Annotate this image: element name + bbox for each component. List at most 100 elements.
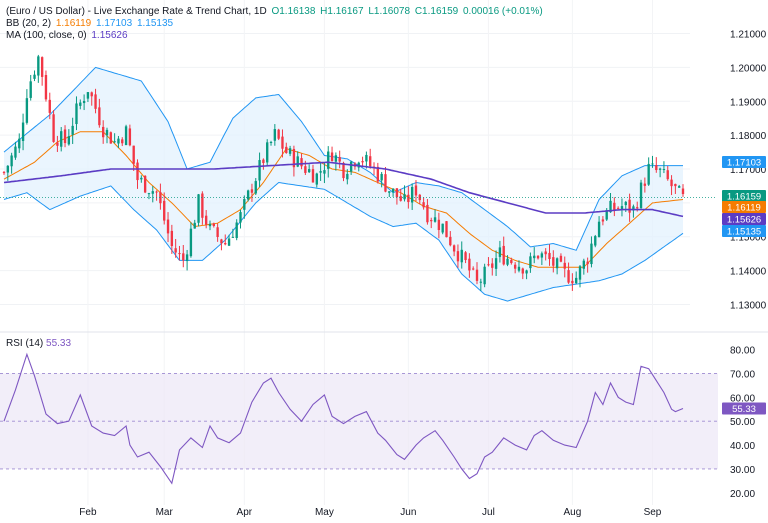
candle-body bbox=[521, 268, 524, 274]
low-value: L1.16078 bbox=[368, 6, 411, 17]
candle-body bbox=[254, 181, 257, 194]
candle-body bbox=[674, 183, 677, 187]
candle-body bbox=[304, 166, 307, 173]
candle-body bbox=[239, 212, 242, 223]
candle-body bbox=[575, 277, 578, 284]
candle-body bbox=[639, 182, 643, 208]
candle-body bbox=[220, 239, 223, 244]
open-value: O1.16138 bbox=[271, 6, 316, 17]
bollinger-lower-line bbox=[3, 181, 684, 302]
candle-body bbox=[681, 188, 685, 195]
candle-body bbox=[506, 258, 509, 265]
candle-body bbox=[246, 190, 250, 200]
candle-body bbox=[204, 215, 208, 225]
bb-lower-value: 1.15135 bbox=[136, 18, 174, 29]
close-value: C1.16159 bbox=[414, 6, 459, 17]
candle-body bbox=[403, 194, 406, 200]
candle-body bbox=[365, 154, 368, 162]
candle-body bbox=[391, 188, 395, 193]
candle-body bbox=[590, 243, 593, 265]
candle-body bbox=[147, 193, 151, 195]
candle-body bbox=[277, 129, 280, 139]
candle-body bbox=[323, 170, 326, 174]
bollinger-band-fill bbox=[4, 67, 683, 302]
candle-body bbox=[475, 269, 479, 281]
candle-body bbox=[544, 251, 547, 255]
candle-body bbox=[25, 98, 29, 123]
rsi-label: RSI (14) bbox=[6, 338, 44, 349]
rsi-tick-label: 60.00 bbox=[730, 393, 755, 404]
candle-body bbox=[101, 126, 105, 138]
candle-body bbox=[124, 126, 128, 146]
candle-body bbox=[159, 192, 162, 204]
candle-body bbox=[632, 206, 635, 211]
candle-body bbox=[445, 221, 448, 238]
candle-body bbox=[456, 251, 460, 262]
candle-body bbox=[407, 194, 410, 203]
candle-body bbox=[655, 165, 658, 171]
candle-body bbox=[441, 223, 444, 233]
candle-body bbox=[48, 99, 51, 113]
moving-average-line bbox=[3, 161, 684, 218]
candle-body bbox=[430, 219, 433, 222]
candle-body bbox=[201, 193, 204, 218]
candle-body bbox=[208, 223, 212, 227]
candle-body bbox=[349, 161, 353, 172]
price-badge bbox=[722, 201, 766, 213]
candle-body bbox=[369, 156, 372, 167]
candle-body bbox=[29, 81, 32, 98]
candle-body bbox=[281, 136, 284, 149]
ma-value: 1.15626 bbox=[91, 30, 128, 41]
candle-body bbox=[418, 194, 421, 201]
candle-body bbox=[307, 169, 311, 173]
bollinger-upper-line bbox=[3, 66, 683, 251]
candle-body bbox=[586, 261, 589, 265]
price-badge-label: 1.15626 bbox=[727, 215, 761, 226]
candle-body bbox=[109, 132, 112, 144]
candle-body bbox=[185, 254, 189, 262]
candle-body bbox=[216, 227, 219, 238]
candle-body bbox=[376, 166, 380, 182]
candle-body bbox=[132, 145, 135, 164]
candle-body bbox=[311, 169, 315, 183]
candle-body bbox=[380, 173, 383, 181]
rsi-tick-label: 40.00 bbox=[730, 441, 755, 452]
candle-body bbox=[136, 162, 139, 181]
price-tick-label: 1.13000 bbox=[730, 300, 767, 311]
candle-body bbox=[273, 129, 277, 141]
candle-body bbox=[529, 256, 532, 269]
candle-body bbox=[67, 136, 71, 145]
candle-body bbox=[517, 266, 521, 271]
candle-body bbox=[449, 236, 452, 246]
x-tick-label: Sep bbox=[644, 507, 662, 518]
candle-body bbox=[498, 247, 502, 257]
chart-title: (Euro / US Dollar) - Live Exchange Rate … bbox=[6, 6, 267, 17]
candle-body bbox=[327, 151, 330, 169]
candle-body bbox=[536, 255, 540, 259]
candle-body bbox=[189, 228, 193, 257]
candle-body bbox=[426, 204, 429, 223]
candle-body bbox=[605, 210, 608, 220]
candle-body bbox=[174, 248, 177, 253]
candle-body bbox=[395, 188, 399, 198]
candle-body bbox=[90, 92, 93, 97]
candle-body bbox=[155, 191, 158, 193]
candle-body bbox=[338, 157, 341, 162]
candle-body bbox=[296, 156, 299, 167]
price-tick-label: 1.14000 bbox=[730, 267, 767, 278]
candle-body bbox=[510, 260, 513, 264]
candle-body bbox=[479, 281, 483, 283]
bb-legend: BB (20, 2) 1.16119 1.17103 1.15135 bbox=[6, 17, 175, 30]
rsi-tick-label: 80.00 bbox=[730, 346, 755, 357]
price-tick-label: 1.21000 bbox=[730, 30, 767, 41]
candle-body bbox=[315, 173, 318, 185]
price-badge-label: 1.16159 bbox=[727, 192, 761, 203]
bb-upper-value: 1.17103 bbox=[96, 18, 133, 29]
rsi-badge-label: 55.33 bbox=[732, 404, 756, 415]
candle-body bbox=[651, 163, 654, 165]
candle-body bbox=[40, 57, 44, 77]
candle-body bbox=[44, 74, 48, 100]
price-tick-label: 1.17000 bbox=[730, 165, 767, 176]
candle-body bbox=[628, 199, 631, 213]
candle-body bbox=[552, 257, 555, 266]
